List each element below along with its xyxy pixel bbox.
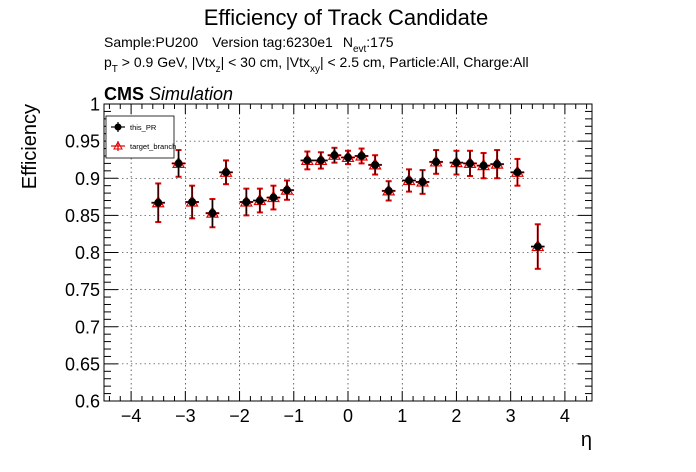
this-pr-point	[341, 150, 355, 165]
pt-cut: > 0.9 GeV, |Vtx	[118, 54, 216, 70]
this-pr-point	[239, 188, 254, 216]
version-text: Version tag:6230e1	[212, 34, 333, 50]
this-pr-point	[490, 150, 504, 179]
nevt-value: :175	[366, 34, 393, 50]
nevt-sub: evt	[353, 44, 367, 55]
this-pr-marker	[269, 193, 278, 202]
vtxxy-sub: xy	[310, 64, 320, 75]
this-pr-marker	[174, 159, 183, 168]
info-line-2: pT > 0.9 GeV, |Vtxz| < 30 cm, |Vtxxy| < …	[104, 54, 529, 75]
plot-frame	[103, 103, 593, 402]
y-axis-label: Efficiency	[19, 104, 41, 189]
this-pr-marker	[330, 151, 339, 160]
this-pr-marker	[208, 209, 217, 218]
this-pr-marker	[513, 168, 522, 177]
this-pr-marker	[432, 157, 441, 166]
this-pr-marker	[533, 242, 542, 251]
this-pr-marker	[493, 160, 502, 169]
this-pr-marker	[188, 198, 197, 207]
this-pr-marker	[418, 177, 427, 186]
y-axis-ticks: 0.6 0.65 0.7 0.75 0.8 0.85 0.9 0.95 1	[65, 95, 592, 412]
this-pr-point	[185, 185, 199, 219]
this-pr-point	[510, 158, 525, 186]
this-pr-marker	[303, 156, 312, 165]
simulation-text: Simulation	[149, 84, 233, 104]
x-tick-label: −1	[284, 406, 305, 426]
y-tick-label: 0.95	[65, 132, 100, 152]
info-line-1: Sample:PU200 Version tag:6230e1 Nevt:175	[104, 34, 394, 55]
this-pr-point	[314, 152, 328, 169]
this-pr-marker	[222, 168, 230, 177]
y-tick-label: 0.85	[65, 206, 100, 226]
cms-text: CMS	[104, 84, 144, 104]
this-pr-point	[476, 153, 491, 179]
y-tick-label: 0.7	[75, 317, 100, 337]
this-pr-marker	[452, 158, 461, 167]
y-tick-label: 0.8	[75, 243, 100, 263]
x-tick-label: 4	[560, 406, 570, 426]
nevt-prefix: N	[343, 34, 353, 50]
x-tick-label: −4	[121, 406, 142, 426]
cms-label: CMS Simulation	[104, 84, 233, 104]
x-tick-label: −3	[175, 406, 196, 426]
this-pr-marker	[255, 196, 264, 205]
sample-text: Sample:PU200	[104, 34, 198, 50]
vtxz-cut: | < 30 cm, |Vtx	[221, 54, 310, 70]
this-pr-point	[171, 150, 186, 177]
y-tick-label: 1	[90, 95, 100, 115]
grid	[104, 103, 592, 402]
this-pr-marker	[405, 176, 413, 185]
x-tick-label: 0	[343, 406, 353, 426]
y-tick-label: 0.75	[65, 280, 100, 300]
this-pr-point	[402, 169, 416, 192]
this-pr-point	[415, 170, 430, 194]
this-pr-point	[368, 155, 382, 175]
x-tick-label: 3	[506, 406, 516, 426]
this-pr-point	[429, 150, 443, 174]
this-pr-point	[449, 150, 464, 175]
x-axis-label: η	[581, 429, 592, 451]
this-pr-point	[280, 180, 294, 200]
y-tick-label: 0.6	[75, 392, 100, 412]
this-pr-marker	[283, 186, 291, 195]
pt-sub: T	[112, 64, 118, 75]
this-pr-marker	[242, 198, 251, 207]
x-axis-ticks: −4 −3 −2 −1 0 1 2 3 4	[108, 104, 588, 426]
this-pr-point	[531, 224, 545, 269]
chart-title: Efficiency of Track Candidate	[204, 5, 489, 30]
x-tick-label: −2	[229, 406, 250, 426]
this-pr-point	[266, 185, 281, 210]
x-tick-label: 1	[397, 406, 407, 426]
legend-label-this-pr: this_PR	[130, 123, 157, 132]
vtxxy-cut: | < 2.5 cm, Particle:All, Charge:All	[320, 54, 529, 70]
y-tick-label: 0.9	[75, 169, 100, 189]
this-pr-point	[151, 183, 165, 223]
legend: this_PR target_branch	[105, 115, 176, 159]
this-pr-point	[354, 148, 369, 164]
series-this-pr	[151, 147, 545, 269]
legend-marker-target-branch	[111, 140, 125, 151]
this-pr-point	[205, 199, 220, 228]
this-pr-marker	[316, 156, 325, 165]
this-pr-point	[381, 181, 396, 201]
this-pr-point	[219, 160, 233, 185]
this-pr-marker	[466, 159, 474, 168]
this-pr-marker	[371, 160, 380, 169]
pt-prefix: p	[104, 54, 112, 70]
this-pr-point	[463, 150, 477, 177]
this-pr-marker	[384, 186, 393, 195]
this-pr-marker	[357, 151, 366, 160]
this-pr-point	[300, 151, 315, 170]
legend-label-target-branch: target_branch	[130, 142, 176, 151]
this-pr-marker	[154, 198, 163, 207]
vtxz-sub: z	[216, 64, 221, 75]
this-pr-marker	[479, 161, 488, 170]
this-pr-point	[253, 188, 267, 213]
this-pr-point	[327, 147, 342, 163]
y-tick-label: 0.65	[65, 354, 100, 374]
legend-marker-this-pr	[111, 122, 125, 132]
x-tick-label: 2	[451, 406, 461, 426]
this-pr-marker	[344, 153, 352, 162]
